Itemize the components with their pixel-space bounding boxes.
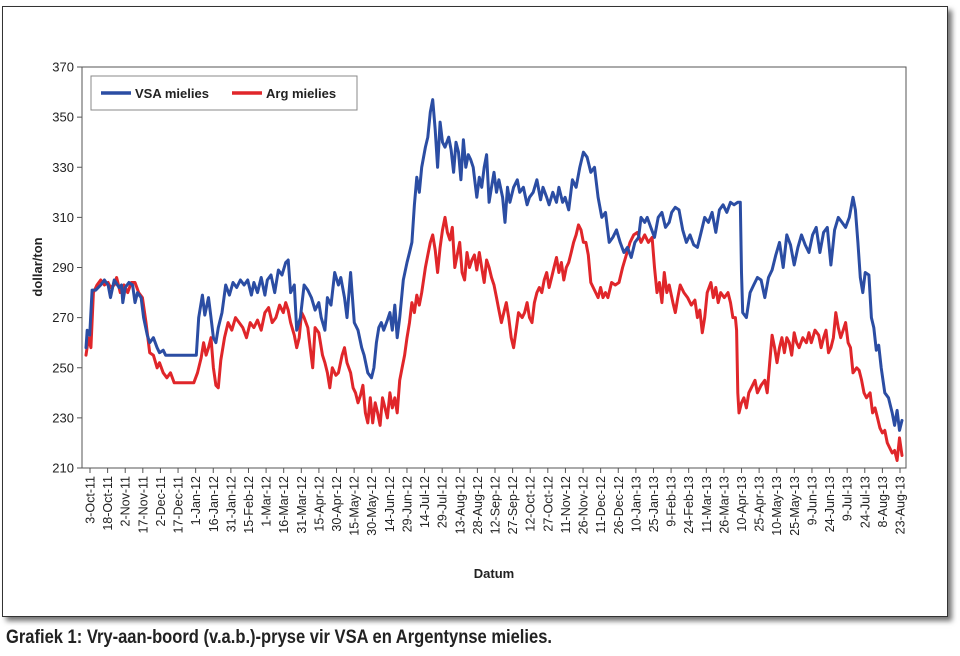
- y-tick-label: 310: [52, 210, 74, 225]
- x-tick-label: 12-Oct-12: [524, 476, 538, 532]
- x-tick-label: 2-Dec-11: [154, 476, 168, 527]
- x-tick-label: 23-Aug-13: [894, 476, 908, 534]
- legend-label-arg: Arg mielies: [266, 86, 336, 101]
- x-tick-label: 25-Apr-13: [753, 476, 767, 532]
- x-tick-label: 11-Nov-12: [559, 476, 573, 533]
- x-axis: 3-Oct-11 18-Oct-11 2-Nov-11 17-Nov-11 2-Dec-…: [84, 468, 908, 536]
- line-chart: 210 230 250 270 290 310 330 350 370 3-Oct-11 18-O…: [30, 60, 908, 582]
- x-tick-label: 10-May-13: [770, 476, 784, 536]
- x-tick-label: 29-Jun-12: [400, 476, 414, 532]
- x-tick-label: 31-Jan-12: [224, 476, 238, 532]
- y-tick-label: 290: [52, 260, 74, 275]
- x-tick-label: 11-Mar-13: [700, 476, 714, 533]
- x-axis-title: Datum: [474, 566, 514, 581]
- x-tick-label: 1-Jan-12: [189, 476, 203, 525]
- x-tick-label: 24-Jul-13: [858, 476, 872, 528]
- series-lines: [84, 98, 904, 462]
- x-tick-label: 17-Dec-11: [172, 476, 186, 533]
- x-tick-label: 24-Feb-13: [682, 476, 696, 534]
- x-tick-label: 14-Jun-12: [383, 476, 397, 532]
- x-tick-label: 26-Mar-13: [717, 476, 731, 534]
- x-tick-label: 15-Apr-12: [312, 476, 326, 532]
- x-tick-label: 15-May-12: [348, 476, 362, 536]
- x-tick-label: 10-Apr-13: [735, 476, 749, 532]
- x-tick-label: 11-Dec-12: [594, 476, 608, 533]
- figure-caption: Grafiek 1: Vry-aan-boord (v.a.b.)-pryse …: [6, 627, 552, 648]
- y-axis: 210 230 250 270 290 310 330 350 370: [52, 60, 82, 476]
- y-tick-label: 210: [52, 461, 74, 476]
- x-tick-label: 17-Nov-11: [136, 476, 150, 533]
- legend: VSA mielies Arg mielies: [90, 75, 358, 111]
- y-tick-label: 250: [52, 360, 74, 375]
- x-tick-label: 27-Sep-12: [506, 476, 520, 534]
- x-tick-label: 28-Aug-12: [471, 476, 485, 534]
- legend-label-vsa: VSA mielies: [135, 86, 209, 101]
- x-tick-label: 16-Jan-12: [207, 476, 221, 532]
- legend-box: [90, 75, 358, 111]
- y-tick-label: 230: [52, 410, 74, 425]
- x-tick-label: 1-Mar-12: [260, 476, 274, 527]
- x-tick-label: 3-Oct-11: [84, 476, 98, 524]
- x-tick-label: 13-Aug-12: [453, 476, 467, 534]
- x-tick-label: 26-Nov-12: [577, 476, 591, 534]
- x-tick-label: 25-May-13: [788, 476, 802, 536]
- x-tick-label: 9-Feb-13: [665, 476, 679, 527]
- y-tick-label: 350: [52, 110, 74, 125]
- x-tick-label: 10-Jan-13: [629, 476, 643, 532]
- x-tick-label: 26-Dec-12: [612, 476, 626, 534]
- x-tick-label: 9-Jun-13: [805, 476, 819, 525]
- x-tick-label: 31-Mar-12: [295, 476, 309, 534]
- y-axis-title: dollar/ton: [30, 237, 45, 296]
- x-tick-label: 9-Jul-13: [841, 476, 855, 521]
- x-tick-label: 15-Feb-12: [242, 476, 256, 534]
- x-tick-label: 2-Nov-11: [119, 476, 133, 527]
- y-tick-label: 330: [52, 160, 74, 175]
- x-tick-label: 25-Jan-13: [647, 476, 661, 532]
- x-tick-label: 16-Mar-12: [277, 476, 291, 534]
- x-tick-label: 30-May-12: [365, 476, 379, 536]
- x-tick-label: 14-Jul-12: [418, 476, 432, 528]
- x-tick-label: 18-Oct-11: [101, 476, 115, 531]
- x-tick-label: 24-Jun-13: [823, 476, 837, 532]
- plot-area: [81, 66, 907, 469]
- x-tick-label: 30-Apr-12: [330, 476, 344, 532]
- series-line-vsa-mielies: [84, 98, 904, 432]
- y-tick-label: 270: [52, 310, 74, 325]
- x-tick-label: 12-Sep-12: [489, 476, 503, 534]
- x-tick-label: 27-Oct-12: [541, 476, 555, 532]
- series-line-arg-mielies: [84, 215, 904, 462]
- x-tick-label: 29-Jul-12: [436, 476, 450, 528]
- x-tick-label: 8-Aug-13: [876, 476, 890, 527]
- y-tick-label: 370: [52, 60, 74, 75]
